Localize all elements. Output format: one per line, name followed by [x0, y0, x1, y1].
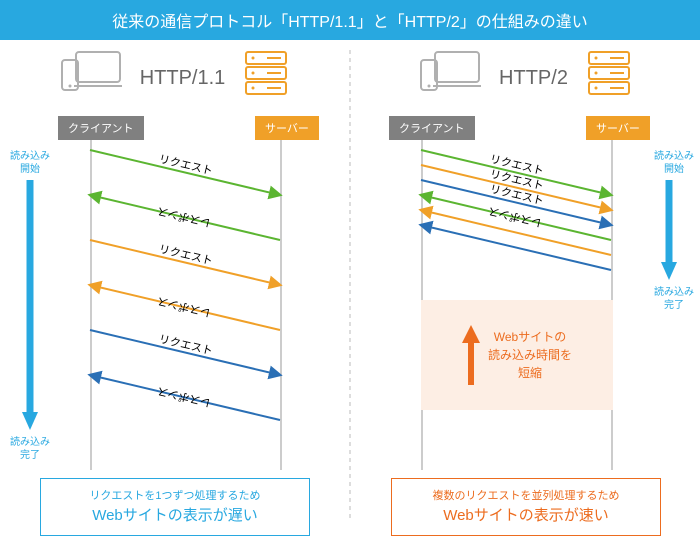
footer-big-right: Webサイトの表示が速い: [400, 504, 652, 525]
highlight-text: Webサイトの読み込み時間を短縮: [488, 328, 572, 382]
client-label-right: クライアント: [389, 116, 475, 140]
title-bar: 従来の通信プロトコル「HTTP/1.1」と「HTTP/2」の仕組みの違い: [0, 0, 700, 40]
svg-text:レスポンス: レスポンス: [156, 204, 212, 229]
protocol-label-left: HTTP/1.1: [140, 67, 226, 98]
client-label-left: クライアント: [58, 116, 144, 140]
header-row-left: HTTP/1.1: [0, 48, 349, 98]
server-icon: [586, 48, 632, 98]
svg-text:リクエスト: リクエスト: [158, 332, 215, 357]
svg-text:レスポンス: レスポンス: [156, 294, 212, 319]
server-label-left: サーバー: [255, 116, 319, 140]
panel-http2: HTTP/2 クライアント サーバー リクエストリクエストリクエストレスポンス: [351, 40, 700, 550]
side-start-right: 読み込み開始: [654, 150, 694, 176]
title-text: 従来の通信プロトコル「HTTP/1.1」と「HTTP/2」の仕組みの違い: [112, 8, 588, 32]
side-end-right: 読み込み完了: [654, 286, 694, 312]
highlight-box: Webサイトの読み込み時間を短縮: [421, 300, 613, 410]
client-icon: [419, 48, 481, 98]
footer-right: 複数のリクエストを並列処理するため Webサイトの表示が速い: [391, 478, 661, 536]
protocol-label-right: HTTP/2: [499, 67, 568, 98]
svg-text:リクエスト: リクエスト: [158, 242, 215, 267]
footer-small-right: 複数のリクエストを並列処理するため: [400, 489, 652, 504]
svg-text:リクエスト: リクエスト: [158, 152, 215, 177]
footer-left: リクエストを1つずつ処理するため Webサイトの表示が遅い: [40, 478, 310, 536]
server-icon: [243, 48, 289, 98]
header-row-right: HTTP/2: [351, 48, 700, 98]
svg-text:レスポンス: レスポンス: [156, 384, 212, 409]
footer-big-left: Webサイトの表示が遅い: [49, 504, 301, 525]
side-arrow-left: [22, 180, 38, 430]
up-arrow-icon: [462, 325, 480, 385]
side-arrow-right: [661, 180, 677, 280]
server-label-right: サーバー: [586, 116, 650, 140]
svg-text:レスポンス: レスポンス: [487, 204, 543, 229]
footer-small-left: リクエストを1つずつ処理するため: [49, 489, 301, 504]
side-end-left: 読み込み完了: [10, 436, 50, 462]
messages-svg-left: リクエストレスポンスリクエストレスポンスリクエストレスポンス: [0, 140, 349, 480]
side-start-left: 読み込み開始: [10, 150, 50, 176]
client-icon: [60, 48, 122, 98]
panel-http11: HTTP/1.1 クライアント サーバー リクエストレスポンスリクエストレスポン…: [0, 40, 349, 550]
panels: HTTP/1.1 クライアント サーバー リクエストレスポンスリクエストレスポン…: [0, 40, 700, 550]
